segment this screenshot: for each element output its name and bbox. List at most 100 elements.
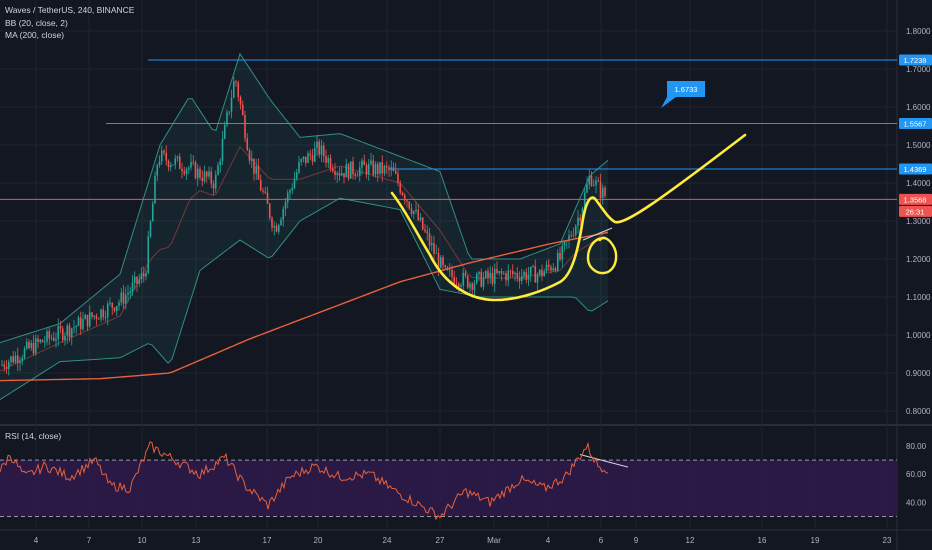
- candle-body: [203, 171, 206, 182]
- candle-body: [3, 364, 6, 368]
- candle-body: [293, 178, 296, 189]
- candle-body: [304, 156, 307, 163]
- time-tick-label: 17: [263, 536, 272, 545]
- candle-body: [149, 221, 152, 237]
- candle-body: [232, 81, 235, 98]
- time-tick-label: 20: [314, 536, 323, 545]
- candle-body: [435, 252, 438, 254]
- candle-body: [102, 309, 105, 318]
- ma-legend[interactable]: MA (200, close): [5, 30, 65, 40]
- candle-body: [259, 179, 262, 191]
- candle-body: [176, 156, 179, 159]
- candle-body: [14, 355, 17, 363]
- candle-body: [138, 279, 141, 284]
- candle-body: [208, 171, 210, 177]
- candle-body: [187, 167, 190, 170]
- price-tag-label: 1.3568: [904, 195, 927, 204]
- candle-body: [165, 152, 168, 161]
- candle-body: [484, 271, 487, 278]
- candle-body: [75, 325, 78, 328]
- candle-body: [453, 276, 456, 284]
- candle-body: [307, 153, 309, 163]
- candle-body: [419, 217, 422, 220]
- candle-body: [41, 339, 44, 343]
- candle-body: [185, 169, 188, 174]
- time-tick-label: 24: [383, 536, 392, 545]
- candle-body: [241, 104, 244, 116]
- candle-body: [561, 245, 564, 260]
- candle-body: [586, 184, 588, 193]
- price-tick-label: 0.8000: [906, 407, 931, 416]
- price-tag-bg: [899, 163, 932, 175]
- candle-body: [178, 156, 181, 169]
- rsi-tick-label: 60.00: [906, 470, 927, 479]
- bb-legend[interactable]: BB (20, close, 2): [5, 18, 68, 28]
- rsi-band: [0, 459, 897, 517]
- candle-body: [311, 155, 314, 162]
- candle-body: [442, 257, 444, 266]
- candle-body: [523, 272, 525, 276]
- candle-body: [266, 192, 269, 204]
- candle-body: [316, 141, 318, 149]
- candle-body: [73, 327, 75, 329]
- price-tick-label: 1.0000: [906, 331, 931, 340]
- candle-body: [106, 303, 109, 318]
- price-callout-bubble[interactable]: [661, 81, 705, 108]
- yellow-circle-drawing[interactable]: [586, 236, 618, 275]
- candle-body: [556, 252, 559, 271]
- horizontal-lines[interactable]: [0, 59, 897, 200]
- candle-body: [194, 162, 197, 179]
- candle-body: [295, 172, 298, 179]
- rsi-legend[interactable]: RSI (14, close): [5, 431, 62, 441]
- candle-body: [221, 138, 224, 162]
- candle-body: [64, 335, 66, 340]
- candle-body: [230, 97, 233, 112]
- candle-body: [122, 292, 125, 304]
- price-trendline[interactable]: [582, 227, 613, 241]
- candle-body: [145, 272, 147, 277]
- candle-body: [46, 331, 48, 342]
- candle-body: [248, 150, 251, 161]
- candle-body: [113, 307, 116, 312]
- user-drawings[interactable]: 1.6733: [390, 81, 747, 468]
- candlesticks[interactable]: [1, 76, 606, 376]
- candle-body: [183, 171, 186, 174]
- candle-body: [345, 164, 348, 178]
- candle-body: [82, 319, 84, 330]
- candle-body: [588, 176, 591, 185]
- candle-body: [7, 361, 10, 369]
- candle-body: [91, 312, 93, 317]
- candle-body: [192, 161, 195, 163]
- candle-body: [318, 141, 321, 155]
- time-tick-label: 10: [138, 536, 147, 545]
- candle-body: [313, 148, 316, 162]
- candle-body: [367, 163, 370, 175]
- candle-body: [592, 185, 595, 187]
- candle-body: [97, 318, 100, 320]
- rsi-divergence-line[interactable]: [579, 453, 629, 468]
- candle-body: [86, 314, 89, 327]
- candle-body: [572, 235, 575, 236]
- candle-body: [352, 161, 354, 175]
- candle-body: [460, 285, 462, 287]
- candle-body: [502, 273, 505, 275]
- candle-body: [563, 241, 566, 246]
- candle-body: [538, 269, 541, 275]
- candle-body: [257, 165, 260, 180]
- candle-body: [88, 312, 91, 327]
- candle-body: [541, 269, 543, 277]
- time-tick-label: 19: [811, 536, 820, 545]
- candle-body: [473, 283, 476, 290]
- symbol-legend[interactable]: Waves / TetherUS, 240, BINANCE: [5, 5, 135, 15]
- candle-body: [244, 115, 246, 139]
- candle-body: [437, 252, 440, 268]
- candle-body: [291, 188, 294, 191]
- candle-body: [509, 270, 512, 272]
- candle-body: [59, 325, 62, 329]
- candle-body: [599, 181, 602, 198]
- bb-fill: [0, 53, 608, 400]
- time-tick-label: 12: [686, 536, 695, 545]
- yellow-trend-drawing[interactable]: [390, 133, 747, 302]
- candle-body: [505, 273, 507, 281]
